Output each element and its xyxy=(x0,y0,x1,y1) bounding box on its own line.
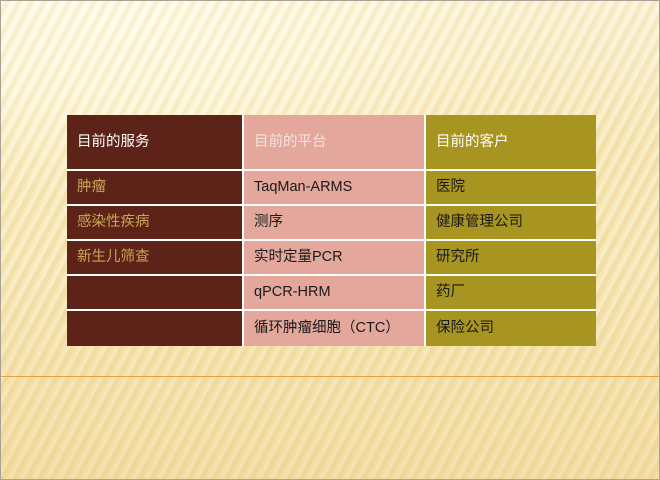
cell-service-3: 新生儿筛查 xyxy=(67,241,244,276)
table-row: 肿瘤 TaqMan-ARMS 医院 xyxy=(67,171,596,206)
table-header-row: 目前的服务 目前的平台 目前的客户 xyxy=(67,115,596,171)
cell-customer-4: 药厂 xyxy=(426,276,596,311)
table-header-cell-platforms: 目前的平台 xyxy=(244,115,426,171)
accent-rule-divider xyxy=(1,376,659,377)
cell-customer-5: 保险公司 xyxy=(426,311,596,346)
table-header-cell-services: 目前的服务 xyxy=(67,115,244,171)
cell-service-2: 感染性疾病 xyxy=(67,206,244,241)
table-row: 感染性疾病 测序 健康管理公司 xyxy=(67,206,596,241)
cell-platform-2: 测序 xyxy=(244,206,426,241)
cell-platform-5: 循环肿瘤细胞（CTC） xyxy=(244,311,426,346)
cell-customer-2: 健康管理公司 xyxy=(426,206,596,241)
table-row: 循环肿瘤细胞（CTC） 保险公司 xyxy=(67,311,596,346)
cell-platform-3: 实时定量PCR xyxy=(244,241,426,276)
cell-service-4-empty xyxy=(67,276,244,311)
cell-platform-1: TaqMan-ARMS xyxy=(244,171,426,206)
table-header-cell-customers: 目前的客户 xyxy=(426,115,596,171)
cell-customer-1: 医院 xyxy=(426,171,596,206)
table-row: qPCR-HRM 药厂 xyxy=(67,276,596,311)
cell-customer-3: 研究所 xyxy=(426,241,596,276)
cell-service-5-empty xyxy=(67,311,244,346)
table-row: 新生儿筛查 实时定量PCR 研究所 xyxy=(67,241,596,276)
cell-service-1: 肿瘤 xyxy=(67,171,244,206)
services-platforms-customers-table: 目前的服务 目前的平台 目前的客户 肿瘤 TaqMan-ARMS 医院 感染性疾… xyxy=(67,115,596,346)
cell-platform-4: qPCR-HRM xyxy=(244,276,426,311)
